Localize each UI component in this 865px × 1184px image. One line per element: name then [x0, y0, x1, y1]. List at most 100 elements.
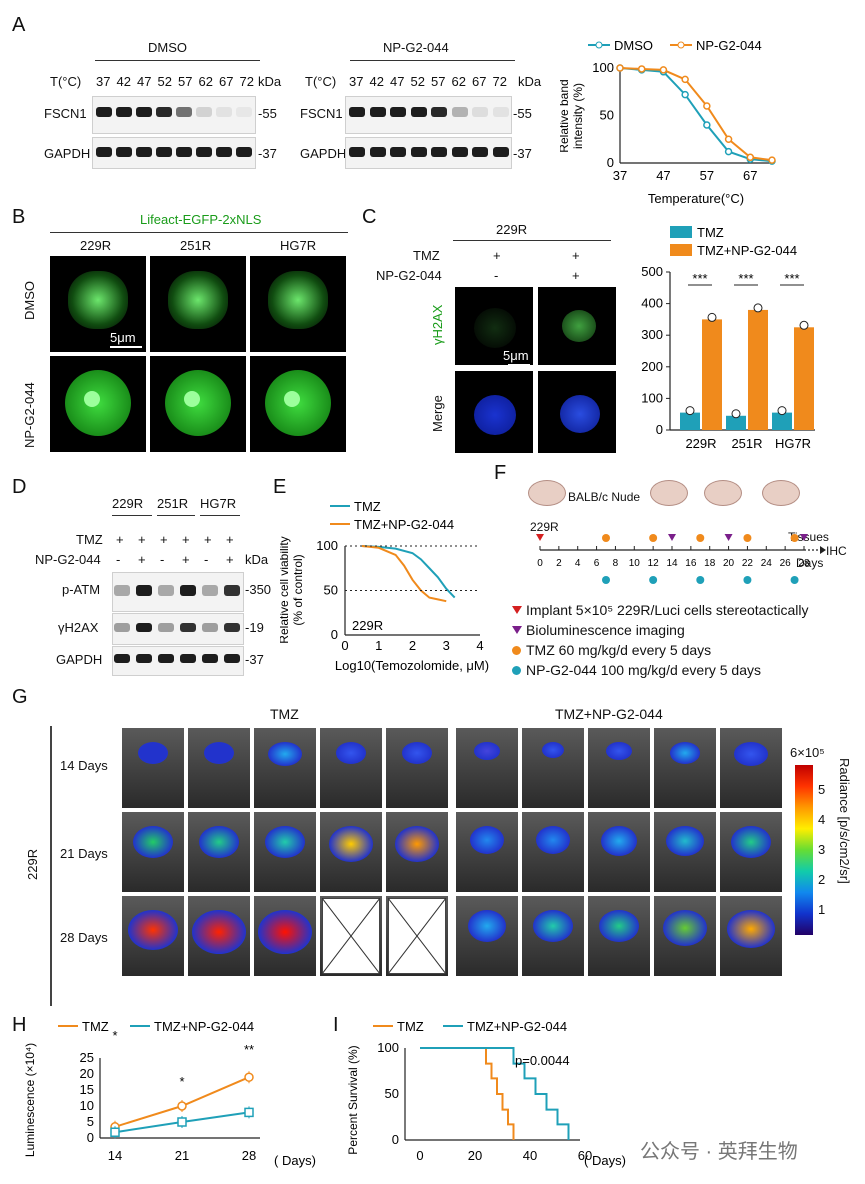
c-ytick: 500	[641, 264, 663, 279]
c-legend-label: TMZ+NP-G2-044	[697, 243, 797, 258]
g-colorbar-tick: 4	[818, 812, 826, 827]
f-legend-marker	[512, 646, 521, 655]
band-fscn1-dmso	[216, 107, 232, 117]
g-cross-icon	[388, 898, 446, 974]
c-row-gh2ax: γH2AX	[430, 304, 445, 345]
panel-label-d: D	[12, 476, 27, 498]
g-signal-spot	[395, 826, 439, 862]
d-col-hg7r: HG7R	[200, 496, 237, 511]
g-row-28: 28 Days	[60, 930, 108, 945]
d-size-350: -350	[245, 582, 272, 597]
a-legend-marker	[595, 41, 603, 49]
g-colorbar-tick: 5	[818, 782, 826, 797]
g-signal-spot	[138, 742, 168, 764]
g-signal-spot	[336, 742, 366, 764]
g-mouse-image	[456, 728, 518, 808]
h-ytick: 5	[87, 1114, 94, 1129]
c-bar-dot	[799, 320, 809, 330]
h-sig: **	[244, 1042, 254, 1057]
f-tick: 6	[594, 558, 600, 569]
i-legend-label: TMZ+NP-G2-044	[467, 1019, 567, 1034]
row-gapdh-right: GAPDH	[300, 146, 347, 161]
c-bar-dot	[753, 303, 763, 313]
temp-tick-right: 37	[349, 74, 364, 89]
e-ylabel-part: Relative cell viability	[280, 536, 291, 643]
g-mouse-image	[588, 728, 650, 808]
d-np-sign: +	[182, 552, 190, 567]
panel-label-h: H	[12, 1014, 27, 1036]
h-xtick: 21	[175, 1148, 189, 1163]
h-ylabel: Luminescence (×10⁴)	[23, 1043, 37, 1157]
i-xlabel: ( Days)	[584, 1153, 626, 1168]
a-ylabel-part: intensity (%)	[571, 83, 585, 149]
g-signal-spot	[670, 742, 700, 764]
g-signal-spot	[474, 742, 500, 760]
f-tick: 12	[648, 558, 660, 569]
g-row-21: 21 Days	[60, 846, 108, 861]
i-ytick: 50	[385, 1086, 399, 1101]
e-xtick: 1	[375, 638, 382, 653]
c-ytick: 400	[641, 296, 663, 311]
c-bar	[772, 412, 792, 430]
c-ytick: 100	[641, 390, 663, 405]
band-gapdh-np	[390, 147, 406, 157]
d-tmz-sign: +	[160, 532, 168, 547]
band-gapdh-dmso	[156, 147, 172, 157]
c-sign-1b: -	[494, 268, 499, 283]
c-ytick: 0	[656, 422, 663, 437]
d-tmz-sign: +	[116, 532, 124, 547]
g-signal-spot	[731, 826, 771, 858]
g-signal-spot	[727, 910, 775, 948]
chart-c-bar: 0 100 200 300 400 500 229R 251R HG7R *** *** *** T…	[641, 225, 815, 451]
c-bar	[726, 415, 746, 430]
d-np-sign: +	[226, 552, 234, 567]
h-point	[177, 1101, 187, 1111]
d-tmz-sign: +	[226, 532, 234, 547]
g-side-label: 229R	[25, 848, 40, 880]
f-tick: 2	[556, 558, 562, 569]
g-signal-spot	[329, 826, 373, 862]
c-row-np: NP-G2-044	[376, 268, 442, 283]
band-gapdh-dmso	[176, 147, 192, 157]
nucleolus	[284, 391, 300, 407]
c-row-merge: Merge	[430, 395, 445, 432]
c-sign-1a: +	[493, 248, 501, 263]
i-ylabel: Percent Survival (%)	[346, 1045, 360, 1154]
a-xlabel: Temperature(°C)	[648, 191, 744, 206]
f-tick: 26	[780, 558, 792, 569]
temp-tick-left: 52	[157, 74, 172, 89]
c-sign-2b: +	[572, 268, 580, 283]
band-fscn1-dmso	[176, 107, 192, 117]
i-xtick: 40	[523, 1148, 537, 1163]
a-ytick: 100	[592, 60, 614, 75]
series-line-0	[420, 1047, 515, 1140]
temp-tick-right: 47	[390, 74, 405, 89]
temp-label-left: T(°C)	[50, 74, 82, 89]
a-ytick: 0	[607, 155, 614, 170]
g-mouse-image	[188, 728, 250, 808]
g-cross-icon	[322, 898, 380, 974]
band-gapdh-d	[202, 654, 218, 663]
series-line-0	[619, 67, 773, 163]
h-point	[244, 1107, 254, 1118]
g-signal-spot	[533, 910, 573, 942]
temp-tick-left: 37	[96, 74, 111, 89]
a-ylabel-line1: Relative bandintensity (%)	[560, 79, 585, 152]
a-ytick: 50	[600, 108, 614, 123]
data-point	[768, 156, 776, 164]
h-ytick: 25	[80, 1050, 94, 1065]
h-ytick: 0	[87, 1130, 94, 1145]
data-point	[616, 64, 624, 72]
g-row-14: 14 Days	[60, 758, 108, 773]
g-signal-spot	[265, 826, 305, 858]
g-signal-spot	[470, 826, 504, 854]
c-bar	[748, 309, 768, 430]
e-ytick: 0	[331, 627, 338, 642]
band-gapdh-dmso	[216, 147, 232, 157]
e-legend-label: TMZ	[354, 499, 381, 514]
f-legend-label: TMZ 60 mg/kg/d every 5 days	[526, 642, 712, 658]
f-timeline: 0 2 4 6 8 10 12 14 16 18 20 22 24 26 28	[536, 534, 826, 584]
band-gapdh-d	[136, 654, 152, 663]
band-gh2ax	[158, 623, 174, 632]
